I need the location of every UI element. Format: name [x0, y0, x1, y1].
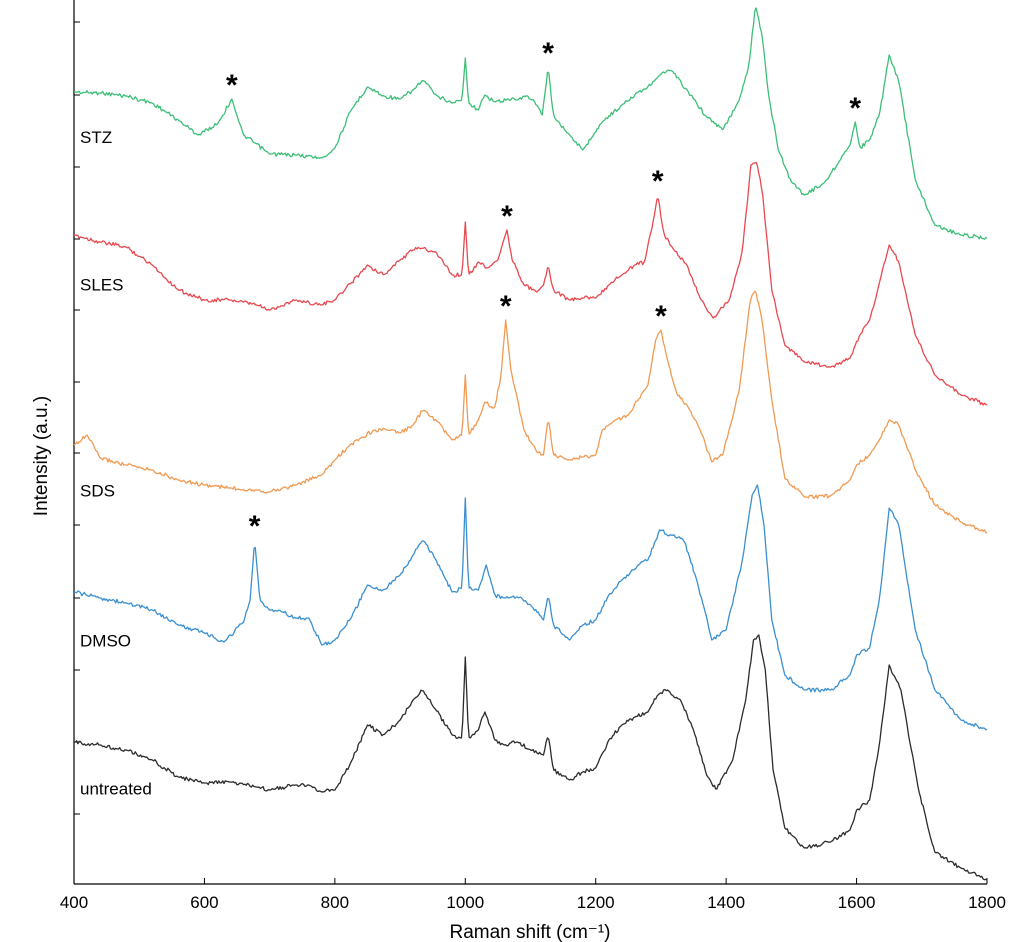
x-tick-label: 1600	[838, 893, 876, 912]
series-line-stz	[74, 7, 988, 240]
series-layer	[73, 7, 988, 881]
series-line-dmso	[73, 484, 988, 731]
series-label-untreated: untreated	[80, 779, 152, 798]
series-label-stz: STZ	[80, 128, 112, 147]
series-label-sds: SDS	[80, 482, 115, 501]
peak-marker: *	[542, 37, 554, 70]
peak-marker: *	[500, 290, 512, 323]
peak-marker: *	[249, 510, 261, 543]
series-label-sles: SLES	[80, 275, 123, 294]
peak-marker: *	[501, 200, 513, 233]
series-label-dmso: DMSO	[80, 632, 131, 651]
peak-markers: * * * * * * * *	[226, 37, 861, 543]
x-tick-label: 1800	[968, 893, 1006, 912]
series-line-sles	[73, 161, 988, 406]
x-tick-label: 400	[60, 893, 88, 912]
x-tick-label: 1200	[577, 893, 615, 912]
x-axis-title: Raman shift (cm⁻¹)	[450, 922, 611, 942]
series-labels: STZ SLES SDS DMSO untreated	[80, 128, 152, 799]
series-line-sds	[73, 290, 988, 534]
y-axis-title: Intensity (a.u.)	[31, 396, 52, 516]
peak-marker: *	[655, 300, 667, 333]
peak-marker: *	[226, 69, 238, 102]
peak-marker: *	[652, 165, 664, 198]
x-tick-label: 600	[190, 893, 218, 912]
peak-marker: *	[849, 92, 861, 125]
x-tick-label: 1000	[446, 893, 484, 912]
series-line-untreated	[73, 634, 988, 881]
axes: 400 600 800 1000 1200 1400 1600 1800	[60, 0, 1006, 912]
x-tick-label: 1400	[707, 893, 745, 912]
x-tick-label: 800	[321, 893, 349, 912]
